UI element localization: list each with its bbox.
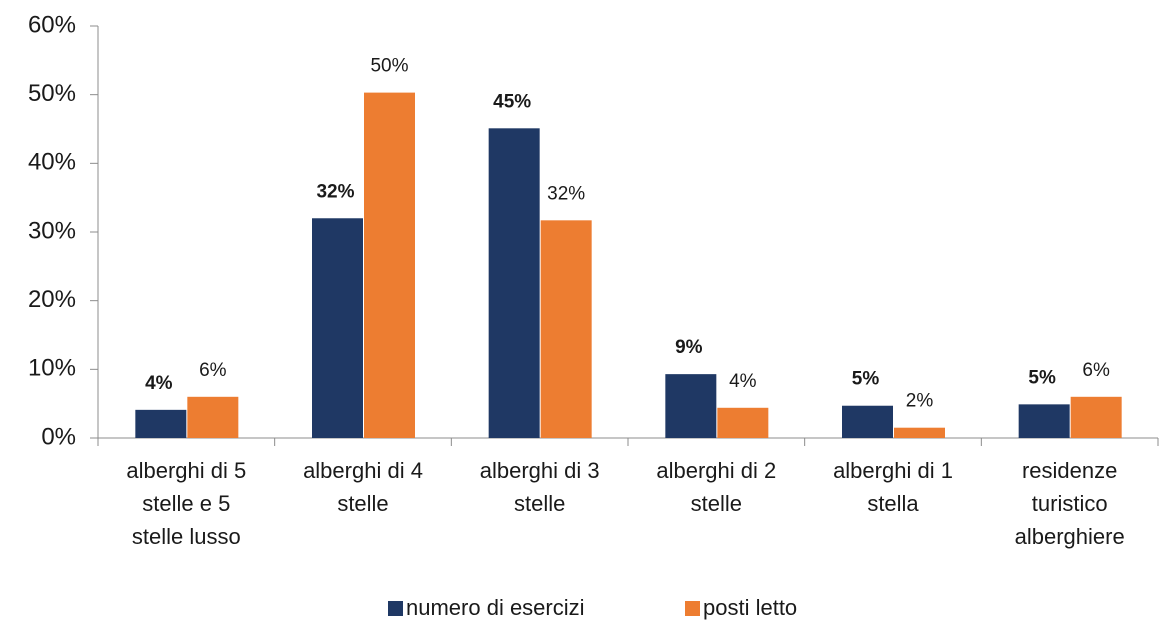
bar [540,220,592,438]
data-label: 2% [906,391,934,412]
legend-swatch [685,601,700,616]
legend-label: posti letto [703,595,797,620]
data-label: 9% [675,337,703,358]
y-tick-label: 50% [28,80,76,107]
legend-swatch [388,601,403,616]
x-tick-label: alberghi di 5 stelle e 5 stelle lusso [126,458,246,549]
y-tick-label: 0% [41,423,76,450]
data-label: 32% [316,181,354,202]
bar [488,128,540,438]
y-tick-label: 60% [28,11,76,38]
bar [842,405,893,438]
bar [1070,396,1122,438]
bar [135,409,187,438]
x-tick-label: residenze turistico alberghiere [1015,458,1125,549]
bar [312,218,363,438]
y-tick-label: 30% [28,217,76,244]
bar [894,427,945,438]
data-label: 50% [370,56,408,77]
y-tick-label: 20% [28,286,76,313]
y-tick-label: 40% [28,149,76,176]
bar [364,92,415,439]
data-label: 5% [852,369,880,390]
x-tick-label: alberghi di 3 stelle [480,458,600,516]
data-label: 5% [1028,367,1056,388]
x-tick-label: alberghi di 2 stelle [656,458,776,516]
data-label: 4% [729,371,757,392]
data-label: 32% [547,183,585,204]
bar [187,396,239,438]
data-label: 4% [145,373,173,394]
bar [665,374,717,438]
x-tick-label: alberghi di 1 stella [833,458,953,516]
data-label: 6% [1082,360,1110,381]
x-tick-label: alberghi di 4 stelle [303,458,423,516]
data-label: 6% [199,360,227,381]
data-label: 45% [493,91,531,112]
legend-label: numero di esercizi [406,595,585,620]
y-tick-label: 10% [28,355,76,382]
bar [1018,404,1070,438]
bar [717,407,769,438]
